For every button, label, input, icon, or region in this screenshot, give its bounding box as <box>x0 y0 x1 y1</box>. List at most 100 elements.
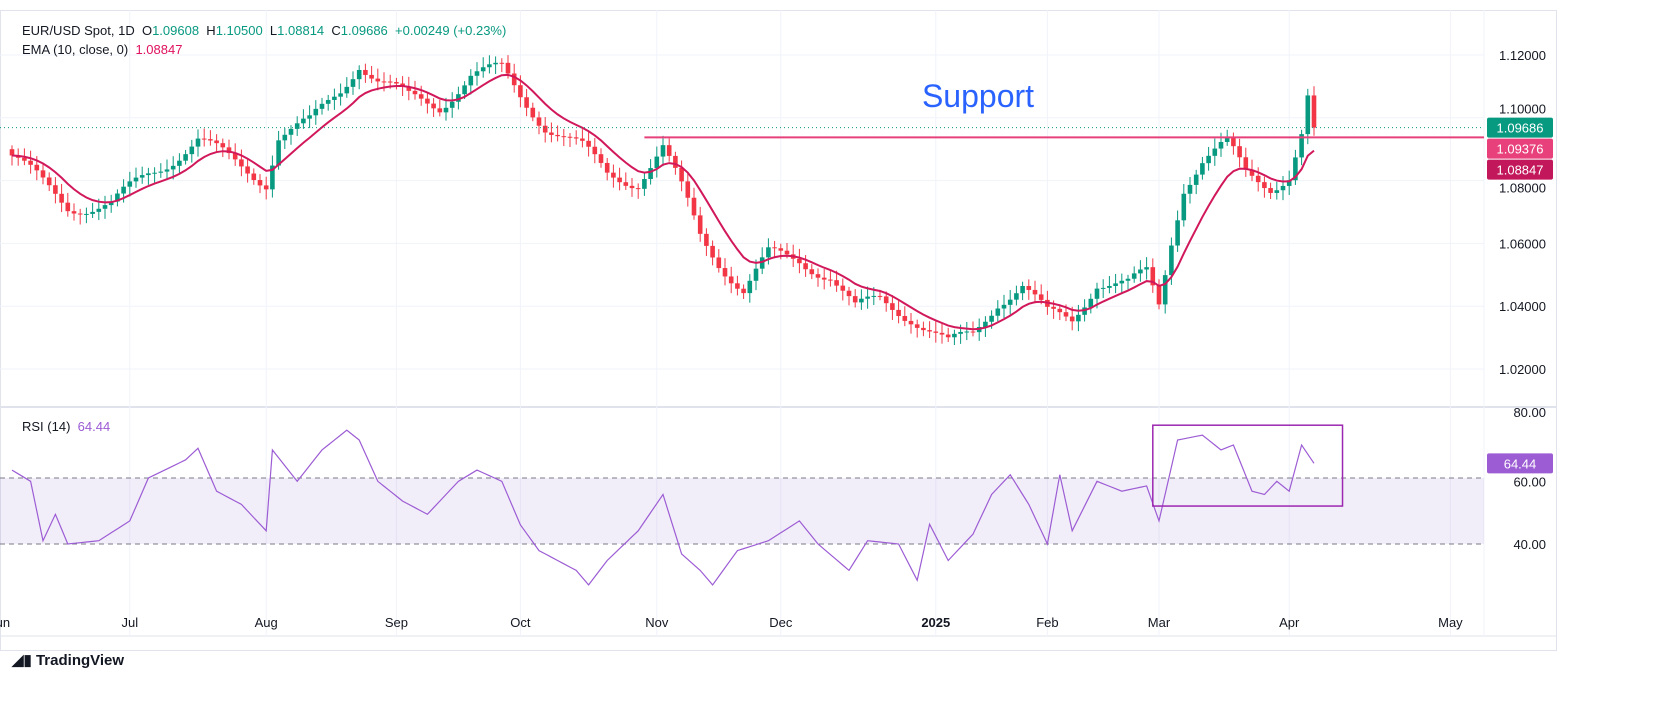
candle <box>536 111 542 135</box>
candle-body <box>443 107 449 113</box>
tradingview-logo[interactable]: ◢▮ TradingView <box>12 651 124 669</box>
candle-body <box>189 146 195 155</box>
candle-body <box>282 134 288 141</box>
candle-body <box>604 162 610 173</box>
candle-body <box>704 233 709 246</box>
support-label: Support <box>922 78 1034 114</box>
close-value: 1.09686 <box>340 23 388 38</box>
candle-body <box>338 93 343 97</box>
time-tick-label: 2025 <box>921 615 950 630</box>
candle-body <box>809 269 815 275</box>
candle <box>511 63 517 93</box>
candle-body <box>288 128 294 135</box>
candle <box>747 274 753 303</box>
candle <box>834 270 839 292</box>
candle-body <box>487 64 492 68</box>
candle-body <box>1057 308 1063 313</box>
rsi-band <box>0 478 1484 544</box>
candle <box>77 208 83 225</box>
candle <box>735 275 740 296</box>
candle-body <box>1088 298 1094 308</box>
price-tick-label: 1.10000 <box>1499 102 1546 117</box>
candle <box>1107 275 1112 294</box>
candle-body <box>592 146 598 155</box>
candle <box>53 177 58 204</box>
candle-body <box>456 94 461 102</box>
ema-legend: EMA (10, close, 0) 1.08847 <box>22 42 182 57</box>
candle-body <box>902 316 908 321</box>
candle <box>524 89 529 117</box>
candle <box>1268 182 1273 200</box>
candle-body <box>493 62 498 65</box>
candle-body <box>598 154 604 163</box>
candle <box>1200 156 1205 180</box>
candle-body <box>722 268 728 277</box>
time-tick-label: May <box>1438 615 1463 630</box>
candle-body <box>183 154 188 161</box>
candle-body <box>1069 316 1075 322</box>
candle <box>592 137 598 164</box>
candle-body <box>344 86 350 94</box>
candle-body <box>1262 182 1267 189</box>
candle-body <box>617 177 622 183</box>
candle-body <box>220 143 226 148</box>
candle-body <box>865 296 870 299</box>
candle-body <box>1125 278 1131 281</box>
candle-body <box>1020 286 1025 294</box>
candle <box>1014 285 1019 306</box>
candle-body <box>356 69 362 80</box>
candle <box>716 249 722 273</box>
candle-body <box>350 79 356 87</box>
tv-logo-icon: ◢▮ <box>12 652 36 669</box>
candle <box>1125 274 1131 290</box>
candle-body <box>710 245 715 258</box>
candle-body <box>890 303 895 310</box>
candle <box>164 159 170 180</box>
candle-body <box>418 94 424 99</box>
candle <box>90 202 95 219</box>
candle <box>666 138 672 162</box>
candle-body <box>1224 136 1230 142</box>
candle-body <box>871 295 877 297</box>
candle <box>685 171 691 207</box>
candle-body <box>1274 190 1280 193</box>
candle <box>1175 210 1180 252</box>
candle <box>691 187 697 220</box>
candle-body <box>28 160 33 165</box>
candle <box>1299 129 1304 166</box>
candle-body <box>753 268 759 281</box>
candle-body <box>245 166 250 174</box>
low-label: L <box>269 23 278 38</box>
price-tick-label: 1.04000 <box>1499 299 1546 314</box>
candle <box>1280 176 1286 201</box>
candle-body <box>518 85 523 98</box>
ema-line <box>11 73 1315 331</box>
candle <box>1243 147 1249 177</box>
candle-body <box>363 69 368 75</box>
price-tick-label: 1.12000 <box>1499 48 1546 63</box>
candle <box>1237 138 1242 168</box>
time-tick-label: Jun <box>0 615 10 630</box>
candle <box>927 321 932 339</box>
candle-body <box>34 164 40 171</box>
ema-value: 1.08847 <box>135 42 183 57</box>
candle-body <box>623 182 629 186</box>
candle-body <box>1206 155 1211 164</box>
candle-body <box>1007 299 1013 305</box>
candle-body <box>325 99 331 104</box>
candle <box>642 172 647 196</box>
time-tick-label: Sep <box>385 615 408 630</box>
symbol-legend: EUR/USD Spot, 1D O1.09608 H1.10500 L1.08… <box>22 23 506 38</box>
candle <box>859 289 864 310</box>
candle <box>344 77 350 98</box>
candle <box>257 174 263 194</box>
candle <box>146 167 151 185</box>
time-tick-label: Dec <box>769 615 793 630</box>
brand-label: TradingView <box>35 652 125 669</box>
candle-body <box>679 167 684 182</box>
candle-body <box>1001 304 1007 309</box>
candle-body <box>1255 175 1261 183</box>
candle-body <box>412 90 418 95</box>
